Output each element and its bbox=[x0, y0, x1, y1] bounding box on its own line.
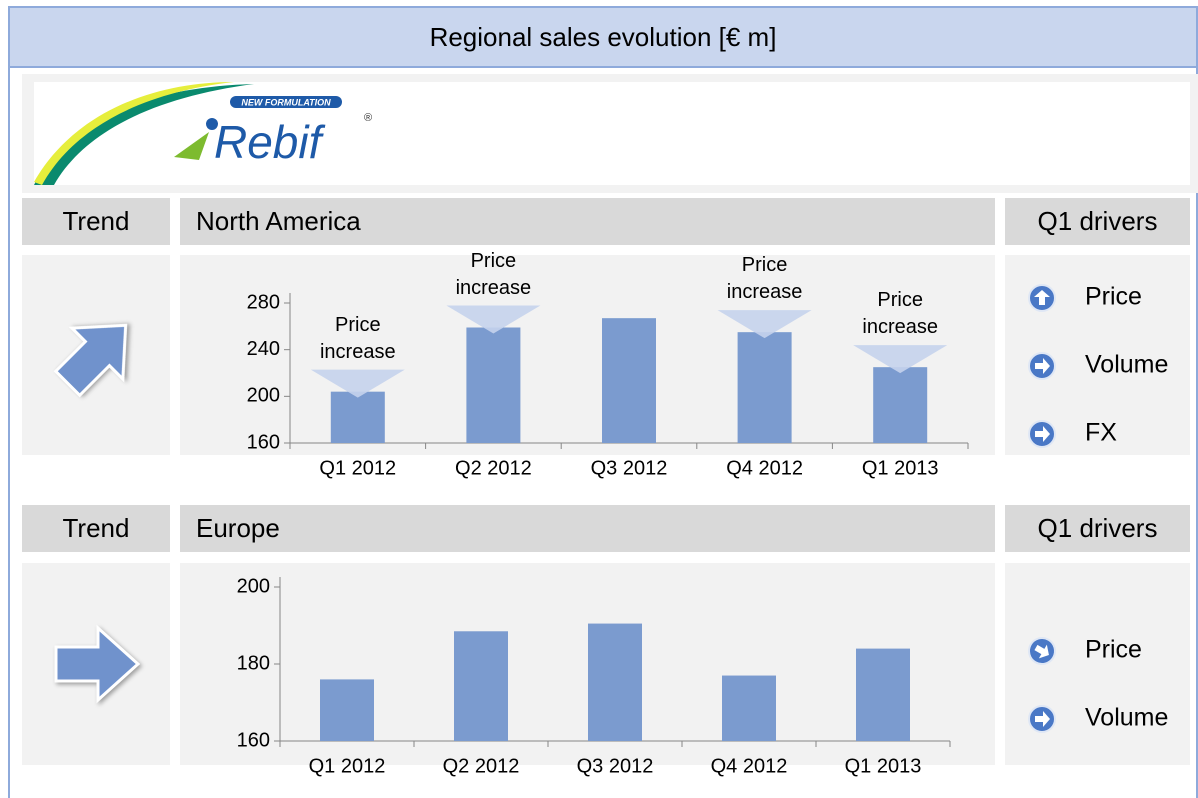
region-header: North America bbox=[180, 198, 995, 245]
y-tick-label: 280 bbox=[247, 291, 280, 313]
tagline-bg bbox=[230, 96, 342, 108]
annotation: Price increase bbox=[319, 313, 396, 363]
driver-label: Price bbox=[1085, 283, 1142, 311]
logo-name: Rebif bbox=[214, 116, 326, 168]
bar bbox=[602, 318, 656, 443]
x-tick-label: Q1 2013 bbox=[845, 755, 922, 777]
trend-header: Trend bbox=[22, 505, 170, 552]
y-tick-label: 160 bbox=[237, 729, 270, 751]
driver-icon bbox=[1028, 637, 1056, 665]
driver-arrow bbox=[1035, 358, 1050, 374]
trend-arrow bbox=[53, 323, 128, 398]
bar bbox=[454, 631, 508, 741]
frame bbox=[8, 8, 1198, 798]
driver-label: Volume bbox=[1085, 351, 1168, 379]
annotation-pointer bbox=[853, 345, 948, 374]
driver-arrow bbox=[1035, 426, 1050, 442]
driver-icon bbox=[1028, 284, 1056, 312]
swoosh bbox=[34, 82, 234, 185]
bar bbox=[737, 332, 792, 443]
annotation-pointer bbox=[717, 310, 812, 339]
x-tick-label: Q4 2012 bbox=[726, 457, 803, 479]
y-tick-label: 200 bbox=[237, 575, 270, 597]
driver-label: FX bbox=[1085, 419, 1117, 447]
tagline: NEW FORMULATION bbox=[241, 97, 331, 107]
x-tick-label: Q1 2012 bbox=[309, 755, 386, 777]
trend-header: Trend bbox=[22, 198, 170, 245]
driver-icon bbox=[1028, 352, 1056, 380]
driver-icon bbox=[1028, 705, 1056, 733]
bar bbox=[873, 367, 928, 443]
driver-arrow bbox=[1034, 644, 1049, 659]
panel bbox=[180, 255, 995, 455]
driver-icon bbox=[1028, 420, 1056, 448]
y-tick-label: 240 bbox=[247, 338, 280, 360]
x-tick-label: Q1 2012 bbox=[319, 457, 396, 479]
figure bbox=[174, 132, 209, 160]
y-tick-label: 180 bbox=[237, 652, 270, 674]
x-tick-label: Q1 2013 bbox=[862, 457, 939, 479]
y-tick-label: 160 bbox=[247, 431, 280, 453]
x-tick-label: Q3 2012 bbox=[577, 755, 654, 777]
logo: NEW FORMULATION Rebif ® bbox=[34, 82, 372, 185]
driver-label: Price bbox=[1085, 636, 1142, 664]
logo-box: NEW FORMULATION Rebif ® bbox=[34, 82, 1190, 185]
y-tick-label: 200 bbox=[247, 385, 280, 407]
bar bbox=[722, 675, 776, 741]
bar bbox=[856, 648, 910, 741]
drivers-header: Q1 drivers bbox=[1005, 198, 1190, 245]
annotation: Price increase bbox=[726, 254, 803, 304]
bar bbox=[320, 679, 374, 741]
annotation-pointer bbox=[310, 369, 405, 398]
bar bbox=[588, 623, 642, 741]
figure-head bbox=[206, 118, 218, 130]
driver-label: Volume bbox=[1085, 704, 1168, 732]
trend-arrow bbox=[54, 624, 141, 704]
title: Regional sales evolution [€ m] bbox=[429, 21, 777, 52]
region-header: Europe bbox=[180, 505, 995, 552]
annotation: Price increase bbox=[862, 289, 938, 339]
driver-arrow bbox=[1035, 711, 1050, 727]
x-tick-label: Q4 2012 bbox=[711, 755, 788, 777]
annotation-pointer bbox=[446, 305, 541, 334]
bar bbox=[466, 327, 521, 443]
x-tick-label: Q2 2012 bbox=[443, 755, 520, 777]
logo-mark: ® bbox=[364, 112, 372, 124]
x-tick-label: Q3 2012 bbox=[591, 457, 668, 479]
x-tick-label: Q2 2012 bbox=[455, 457, 532, 479]
driver-arrow bbox=[1034, 290, 1050, 305]
title-bar: Regional sales evolution [€ m] bbox=[8, 6, 1198, 68]
annotation: Price increase bbox=[455, 249, 532, 299]
bar bbox=[330, 391, 385, 443]
drivers-header: Q1 drivers bbox=[1005, 505, 1190, 552]
